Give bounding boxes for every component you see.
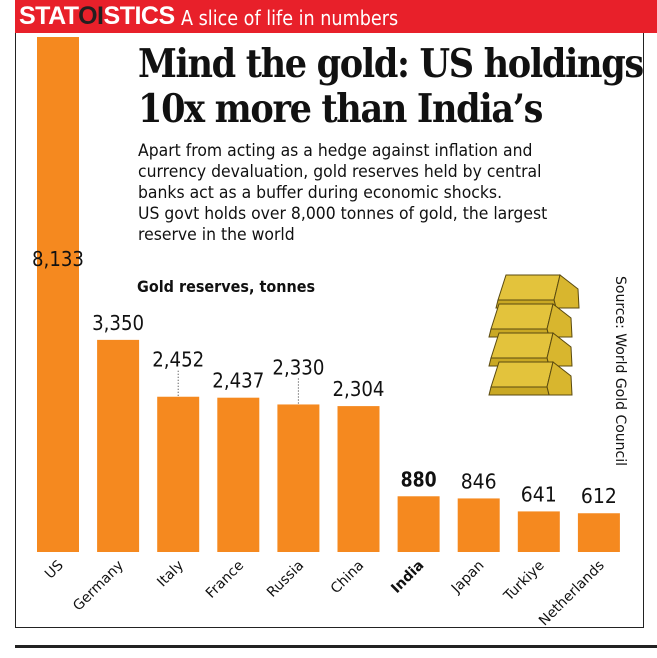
value-label: 880	[401, 467, 437, 491]
bar-turkiye	[517, 511, 560, 552]
infographic-frame	[15, 0, 644, 628]
category-label: Italy	[154, 558, 187, 591]
gold-bar-top	[490, 332, 554, 359]
headline: Mind the gold: US holdings 10x more than …	[138, 41, 644, 132]
bar-india	[397, 496, 440, 552]
value-label: 612	[581, 484, 617, 508]
bar-germany	[97, 339, 140, 552]
value-label: 2,330	[272, 355, 324, 379]
source-note: Source: World Gold Council	[612, 276, 628, 467]
category-label: Russia	[264, 558, 307, 601]
value-label: 846	[461, 469, 497, 493]
gold-bar-top	[490, 361, 554, 388]
category-label: China	[328, 558, 368, 598]
tagline: A slice of life in numbers	[181, 6, 399, 30]
description-paragraph: US govt holds over 8,000 tonnes of gold,…	[138, 204, 548, 245]
gold-bar-front	[488, 386, 550, 396]
bar-russia	[277, 404, 320, 552]
category-label: US	[42, 557, 67, 582]
bar-japan	[457, 498, 500, 552]
headline-line-2: 10x more than India’s	[138, 86, 543, 132]
category-label: Germany	[70, 558, 127, 615]
category-label: India	[388, 558, 427, 597]
bar-italy	[157, 396, 200, 552]
bar-chart: 8,133 US 3,350 Germany 2,452 Italy 2,437 France…	[32, 37, 620, 629]
description: Apart from acting as a hedge against inf…	[138, 141, 570, 246]
bar-netherlands	[577, 513, 620, 552]
value-label: 2,304	[333, 377, 385, 401]
brand-logo: STATOISTICS	[19, 2, 175, 30]
value-label: 3,350	[92, 311, 144, 335]
chart-subtitle: Gold reserves, tonnes	[137, 277, 316, 296]
value-label: 2,437	[212, 369, 264, 393]
description-paragraph: Apart from acting as a hedge against inf…	[138, 141, 542, 203]
value-label: 641	[521, 482, 557, 506]
header-band: STATOISTICS A slice of life in numbers	[15, 0, 657, 33]
gold-bar-top	[490, 303, 554, 330]
value-label: 8,133	[32, 247, 84, 271]
category-label: Japan	[448, 558, 488, 598]
bar-france	[217, 397, 260, 552]
gold-bars-icon	[488, 274, 580, 396]
bar-china	[337, 406, 380, 552]
divider	[15, 645, 657, 648]
category-label: France	[203, 558, 247, 602]
bar-us	[37, 37, 79, 552]
gold-bar-top	[497, 274, 561, 301]
value-label: 2,452	[152, 348, 204, 372]
headline-line-1: Mind the gold: US holdings	[138, 41, 644, 87]
category-label: Turkiye	[500, 558, 547, 605]
